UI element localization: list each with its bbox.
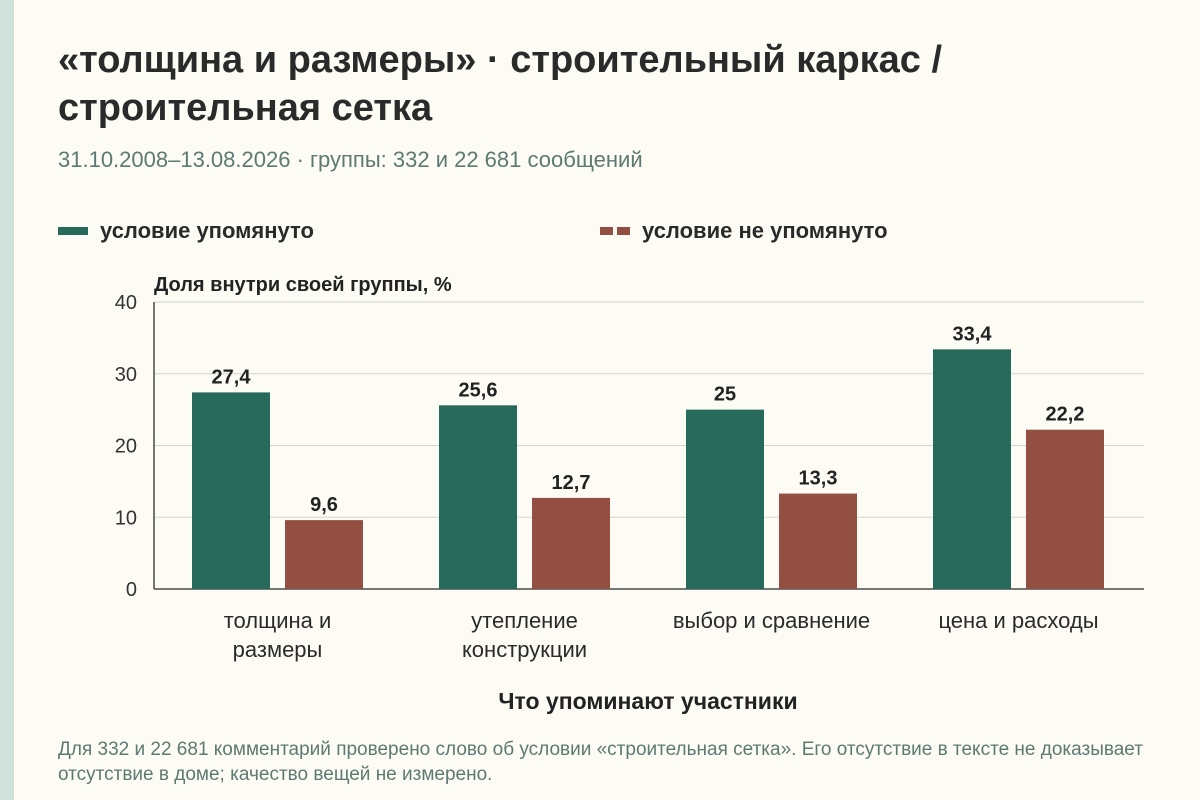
- bar-not-mentioned: [779, 493, 857, 589]
- legend-swatch-mentioned: [58, 227, 88, 235]
- data-label: 25: [714, 384, 736, 406]
- bar-not-mentioned: [532, 497, 610, 589]
- bar-mentioned: [439, 405, 517, 589]
- category-label: размеры: [233, 637, 323, 662]
- data-label: 27,4: [212, 366, 252, 388]
- x-axis-title: Что упоминают участники: [498, 688, 797, 714]
- chart-title: «толщина и размеры» · строительный карка…: [58, 39, 943, 129]
- bar-not-mentioned: [1026, 429, 1104, 589]
- category-label: выбор и сравнение: [673, 608, 870, 633]
- bar-not-mentioned: [285, 520, 363, 589]
- category-label: цена и расходы: [938, 608, 1098, 633]
- data-label: 22,2: [1046, 404, 1085, 426]
- y-tick-label: 30: [115, 364, 137, 386]
- legend-swatch-not-mentioned: [600, 227, 630, 235]
- legend-item-not-mentioned: условие не упомянуто: [600, 218, 888, 244]
- y-axis-title: Доля внутри своей группы, %: [154, 274, 452, 296]
- data-label: 9,6: [310, 494, 338, 516]
- category-label: конструкции: [462, 637, 587, 662]
- y-tick-label: 10: [115, 507, 137, 529]
- accent-strip: [0, 0, 14, 800]
- data-label: 12,7: [552, 472, 591, 494]
- bar-mentioned: [933, 349, 1011, 589]
- category-label: утепление: [471, 608, 578, 633]
- data-label: 13,3: [799, 468, 838, 490]
- data-label: 25,6: [459, 379, 498, 401]
- y-tick-label: 20: [115, 436, 137, 458]
- legend-item-mentioned: условие упомянуто: [58, 218, 314, 244]
- footnote: Для 332 и 22 681 комментарий проверено с…: [58, 739, 1143, 785]
- y-tick-label: 40: [115, 292, 137, 314]
- category-label: толщина и: [224, 608, 332, 633]
- y-tick-label: 0: [126, 579, 137, 601]
- bar-mentioned: [192, 392, 270, 589]
- chart-subtitle: 31.10.2008–13.08.2026 · группы: 332 и 22…: [58, 147, 643, 172]
- legend-label-not-mentioned: условие не упомянуто: [642, 218, 888, 243]
- legend-label-mentioned: условие упомянуто: [100, 218, 314, 243]
- data-label: 33,4: [953, 323, 993, 345]
- bar-mentioned: [686, 409, 764, 589]
